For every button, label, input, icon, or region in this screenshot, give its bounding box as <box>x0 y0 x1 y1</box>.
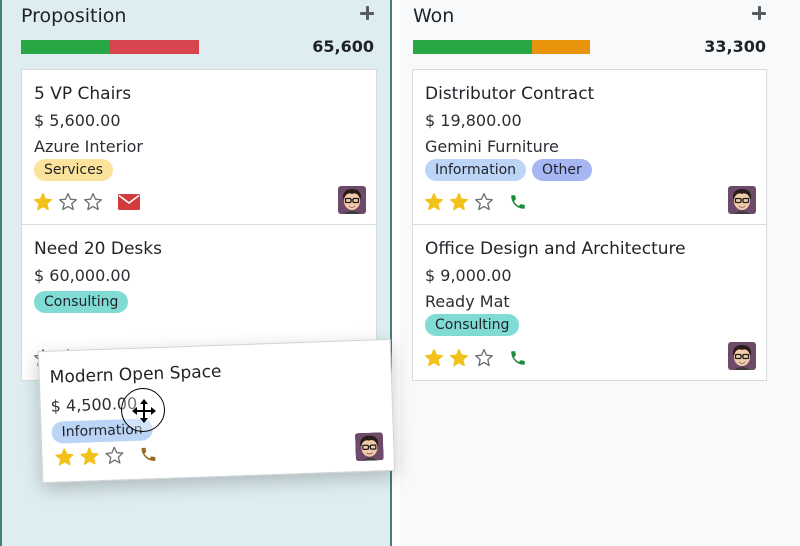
card-tags: Services <box>34 159 364 181</box>
progress-segment[interactable] <box>110 40 199 54</box>
progress-segment[interactable] <box>21 40 110 54</box>
column-total: 65,600 <box>312 37 374 56</box>
card-amount: $ 19,800.00 <box>425 111 522 130</box>
card-title: 5 VP Chairs <box>34 84 132 104</box>
star-filled-icon[interactable] <box>54 447 75 468</box>
kanban-column-proposition: Proposition 65,600 5 VP Chairs $ 5,600.00… <box>0 0 392 546</box>
card-company: Azure Interior <box>34 137 144 156</box>
card-footer <box>424 192 531 212</box>
avatar[interactable] <box>728 186 756 214</box>
phone-icon[interactable] <box>139 444 162 465</box>
kanban-card[interactable]: 5 VP Chairs $ 5,600.00 Azure Interior Servi… <box>22 70 376 225</box>
column-progress-bar[interactable] <box>21 40 199 54</box>
phone-icon[interactable] <box>509 192 531 212</box>
card-amount: $ 5,600.00 <box>34 111 121 130</box>
card-list: 5 VP Chairs $ 5,600.00 Azure Interior Servi… <box>21 69 377 381</box>
column-title: Won <box>413 5 455 27</box>
column-progress-bar[interactable] <box>413 40 590 54</box>
card-tags: Consulting <box>425 314 754 336</box>
tag-badge: Consulting <box>425 314 520 336</box>
column-divider <box>392 0 400 546</box>
avatar[interactable] <box>728 342 756 370</box>
card-footer <box>54 444 162 468</box>
card-title: Office Design and Architecture <box>425 239 686 259</box>
card-tags: Information Other <box>425 159 754 181</box>
card-title: Need 20 Desks <box>34 239 162 259</box>
card-amount: $ 60,000.00 <box>34 266 131 285</box>
star-filled-icon[interactable] <box>424 348 444 368</box>
column-header: Proposition <box>21 4 374 30</box>
card-footer <box>424 348 531 368</box>
progress-segment[interactable] <box>531 40 590 54</box>
tag-badge: Other <box>532 159 592 181</box>
column-total: 33,300 <box>704 37 766 56</box>
progress-segment[interactable] <box>413 40 532 54</box>
dragged-kanban-card[interactable]: Modern Open Space $ 4,500.00 Information <box>37 338 396 484</box>
plus-icon[interactable] <box>360 6 374 20</box>
card-company: Gemini Furniture <box>425 137 559 156</box>
kanban-card[interactable]: Office Design and Architecture $ 9,000.00… <box>413 225 766 380</box>
card-footer <box>33 192 140 212</box>
star-empty-icon[interactable] <box>104 445 125 466</box>
column-title: Proposition <box>21 5 127 27</box>
column-header: Won <box>413 4 766 30</box>
star-empty-icon[interactable] <box>474 348 494 368</box>
card-amount: $ 9,000.00 <box>425 266 512 285</box>
avatar[interactable] <box>338 186 366 214</box>
star-filled-icon[interactable] <box>33 192 53 212</box>
phone-icon[interactable] <box>509 348 531 368</box>
kanban-card[interactable]: Distributor Contract $ 19,800.00 Gemini Fu… <box>413 70 766 225</box>
star-filled-icon[interactable] <box>79 446 100 467</box>
star-empty-icon[interactable] <box>83 192 103 212</box>
kanban-column-won: Won 33,300 Distributor Contract $ 19,800.… <box>400 0 780 546</box>
card-list: Distributor Contract $ 19,800.00 Gemini Fu… <box>412 69 767 381</box>
card-title: Modern Open Space <box>49 361 222 388</box>
avatar[interactable] <box>354 432 384 462</box>
tag-badge: Information <box>425 159 527 181</box>
card-tags: Consulting <box>34 291 364 313</box>
card-company: Ready Mat <box>425 292 510 311</box>
plus-icon[interactable] <box>752 6 766 20</box>
star-filled-icon[interactable] <box>449 348 469 368</box>
star-empty-icon[interactable] <box>58 192 78 212</box>
card-title: Distributor Contract <box>425 84 595 104</box>
move-cursor-icon <box>121 388 165 432</box>
star-filled-icon[interactable] <box>449 192 469 212</box>
tag-badge: Consulting <box>34 291 129 313</box>
star-filled-icon[interactable] <box>424 192 444 212</box>
envelope-icon[interactable] <box>118 192 140 212</box>
tag-badge: Services <box>34 159 114 181</box>
star-empty-icon[interactable] <box>474 192 494 212</box>
